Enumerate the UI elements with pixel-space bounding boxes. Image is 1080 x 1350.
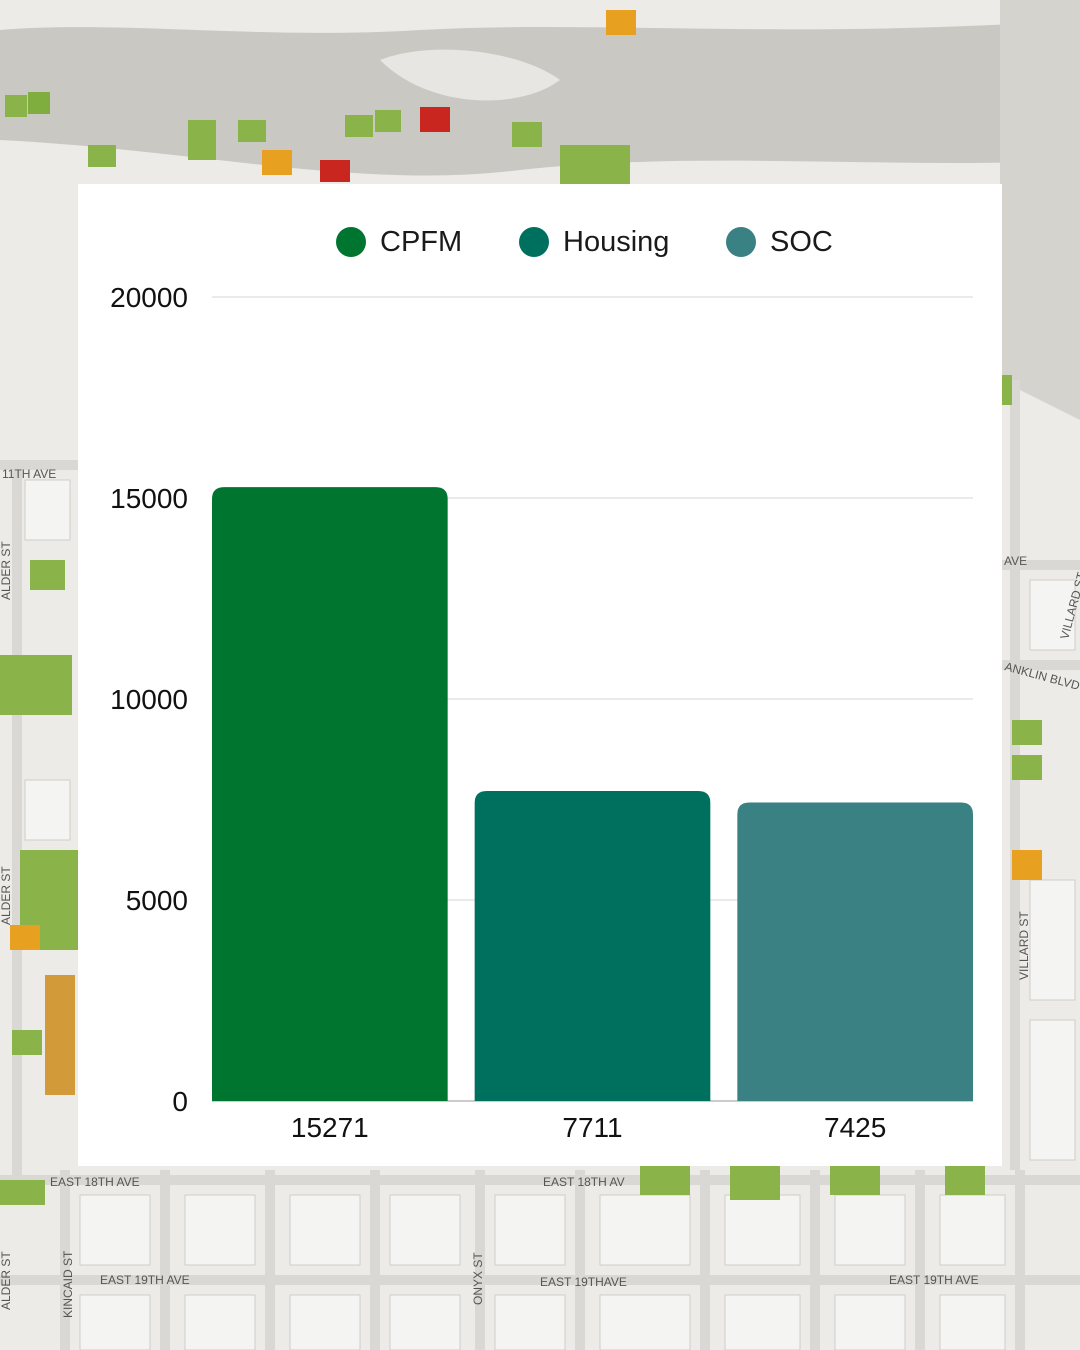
bar-housing bbox=[474, 791, 711, 1101]
map-label-villard-st: VILLARD ST bbox=[1017, 911, 1031, 980]
y-tick-label: 0 bbox=[172, 1086, 188, 1117]
x-tick-label: 7711 bbox=[562, 1112, 622, 1143]
y-axis-ticks: 0 5000 10000 15000 20000 bbox=[110, 282, 188, 1117]
map-label-alder-st: ALDER ST bbox=[0, 541, 13, 600]
bar-soc bbox=[737, 802, 973, 1101]
y-tick-label: 15000 bbox=[110, 483, 188, 514]
map-label-alder-st: ALDER ST bbox=[0, 866, 13, 925]
map-label-east-19th-ave: EAST 19TH AVE bbox=[100, 1273, 190, 1287]
bar-chart: CPFM Housing SOC 0 5000 10000 15000 20000 1527… bbox=[110, 226, 973, 1143]
chart-legend: CPFM Housing SOC bbox=[336, 226, 833, 258]
map-label-ave: AVE bbox=[1004, 554, 1027, 568]
bar-cpfm bbox=[212, 487, 448, 1101]
x-tick-label: 7425 bbox=[824, 1112, 886, 1143]
y-tick-label: 5000 bbox=[126, 885, 188, 916]
map-label-east-19th-ave: EAST 19THAVE bbox=[540, 1275, 627, 1289]
legend-swatch-housing bbox=[519, 227, 549, 257]
chart-bars bbox=[212, 487, 973, 1101]
y-tick-label: 10000 bbox=[110, 684, 188, 715]
legend-label-cpfm: CPFM bbox=[380, 226, 462, 258]
map-label-kincaid-st: KINCAID ST bbox=[61, 1250, 75, 1318]
map-label-east-18th-av: EAST 18TH AV bbox=[543, 1175, 625, 1189]
legend-label-housing: Housing bbox=[563, 226, 669, 258]
map-label-11th-ave: 11TH AVE bbox=[2, 467, 56, 481]
legend-label-soc: SOC bbox=[770, 226, 833, 258]
x-axis-ticks: 15271 7711 7425 bbox=[291, 1112, 886, 1143]
legend-swatch-soc bbox=[726, 227, 756, 257]
map-label-onyx-st: ONYX ST bbox=[471, 1252, 485, 1305]
map-label-east-18th-ave: EAST 18TH AVE bbox=[50, 1175, 140, 1189]
map-label-alder-st: ALDER ST bbox=[0, 1251, 13, 1310]
y-tick-label: 20000 bbox=[110, 282, 188, 313]
x-tick-label: 15271 bbox=[291, 1112, 369, 1143]
legend-swatch-cpfm bbox=[336, 227, 366, 257]
map-label-east-19th-ave: EAST 19TH AVE bbox=[889, 1273, 979, 1287]
chart-card: CPFM Housing SOC 0 5000 10000 15000 20000 1527… bbox=[78, 184, 1002, 1166]
